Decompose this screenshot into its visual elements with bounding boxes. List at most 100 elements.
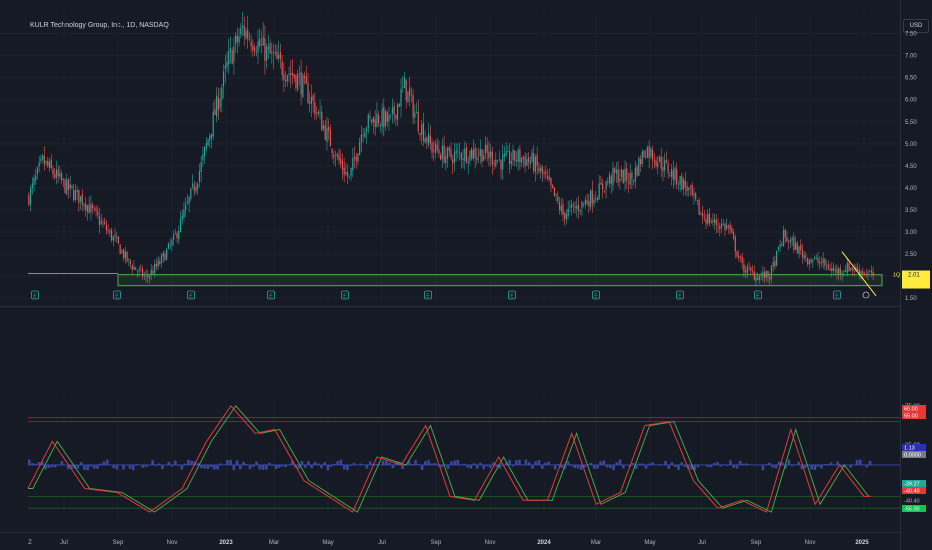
price-chart[interactable]: 7.50 7.00 6.50 6.00 5.50 5.00 4.50 4.00 3.50 3.00… — [0, 12, 932, 304]
candle-body — [576, 205, 578, 209]
candle-body — [221, 87, 223, 101]
candle-body — [276, 51, 278, 60]
histogram-bar — [151, 460, 154, 465]
candle-body — [164, 253, 166, 261]
candle-body — [658, 155, 661, 162]
candle-body — [867, 272, 869, 274]
histogram-bar — [459, 464, 463, 466]
candle-body — [236, 35, 238, 42]
candle-body — [47, 161, 49, 166]
candle-body — [846, 262, 848, 273]
histogram-bar — [313, 462, 317, 465]
osc-value-badge: 60.00 — [902, 405, 926, 413]
histogram-bar — [424, 461, 427, 465]
candle-body — [128, 259, 130, 260]
histogram-bar — [385, 460, 388, 465]
candle-body — [183, 209, 185, 218]
histogram-bar — [592, 464, 596, 469]
candle-body — [271, 51, 273, 54]
histogram-bar — [167, 461, 171, 465]
candle-body — [216, 95, 218, 117]
histogram-bar — [388, 462, 391, 465]
candle-body — [615, 170, 618, 174]
candle-body — [160, 255, 163, 263]
candle-body — [751, 270, 754, 272]
earnings-marker-letter: E — [189, 294, 193, 300]
candle-body — [822, 258, 824, 264]
candle-body — [869, 271, 871, 273]
candle-body — [310, 96, 313, 104]
candle-body — [426, 137, 428, 143]
earnings-marker: E — [113, 290, 121, 300]
candle-body — [154, 263, 156, 273]
histogram-bar — [89, 464, 93, 467]
candle-body — [52, 168, 54, 175]
candle-body — [312, 95, 314, 101]
candle-body — [617, 169, 619, 183]
candle-body — [123, 249, 125, 259]
histogram-bar — [323, 462, 326, 465]
oscillator-main-line — [27, 405, 871, 513]
histogram-bar — [443, 464, 447, 466]
event-marker-icon — [862, 291, 870, 299]
candle-body — [290, 73, 292, 75]
candle-body — [815, 257, 817, 258]
candle-body — [383, 106, 385, 128]
candle-body — [303, 75, 306, 78]
candle-body — [826, 265, 828, 266]
candle-body — [359, 141, 361, 155]
candle-body — [851, 267, 854, 270]
earnings-marker-box — [676, 290, 684, 300]
side-marker-label: 1Q — [893, 273, 901, 279]
candle-body — [662, 166, 664, 172]
time-axis-label: Mar — [269, 540, 279, 546]
candle-body — [188, 197, 190, 204]
candle-body — [583, 202, 585, 204]
time-axis[interactable]: Z Jul Sep Nov 2023 Mar May Jul Sep Nov 2024 Mar May J… — [0, 532, 932, 550]
histogram-bar — [648, 463, 651, 465]
candle-body — [155, 264, 157, 267]
candle-body — [259, 38, 261, 46]
candle-body — [131, 265, 133, 270]
candle-body — [669, 174, 671, 176]
earnings-marker-box — [113, 290, 121, 300]
histogram-bar — [170, 464, 174, 467]
candle-body — [684, 180, 686, 188]
histogram-bar — [738, 460, 742, 465]
histogram-bar — [865, 464, 869, 468]
histogram-bar — [66, 464, 70, 470]
candle-body — [405, 79, 407, 101]
histogram-bar — [566, 461, 570, 465]
candle-body — [758, 275, 761, 281]
candle-body — [374, 119, 376, 128]
candle-body — [552, 184, 554, 188]
candle-body — [291, 72, 294, 76]
histogram-bar — [329, 464, 333, 467]
candle-body — [284, 80, 287, 82]
histogram-bar — [797, 461, 800, 465]
candle-body — [872, 271, 874, 276]
candle-body — [321, 112, 323, 131]
earnings-marker: E — [341, 290, 349, 300]
histogram-bar — [635, 464, 638, 469]
candle-body — [496, 160, 499, 162]
histogram-bar — [657, 463, 661, 465]
histogram-bar — [677, 464, 680, 470]
candle-body — [543, 172, 545, 175]
candle-body — [838, 268, 840, 275]
candle-body — [288, 73, 290, 75]
candle-body — [431, 142, 433, 153]
candle-body — [719, 226, 721, 230]
histogram-bar — [251, 464, 255, 467]
candle-body — [64, 179, 66, 193]
price-tick-label: 7.00 — [905, 54, 917, 60]
earnings-marker-box — [508, 290, 516, 300]
earnings-marker: E — [754, 290, 762, 300]
currency-button[interactable]: USD — [903, 19, 929, 33]
candle-body — [345, 171, 347, 175]
candle-body — [378, 115, 380, 124]
oscillator-pane[interactable]: 75.0025.00-25.0060.0055.001.130.0000-39.… — [0, 396, 932, 522]
histogram-bar — [31, 463, 34, 465]
histogram-bar — [615, 462, 619, 465]
pane-divider[interactable] — [0, 306, 900, 307]
